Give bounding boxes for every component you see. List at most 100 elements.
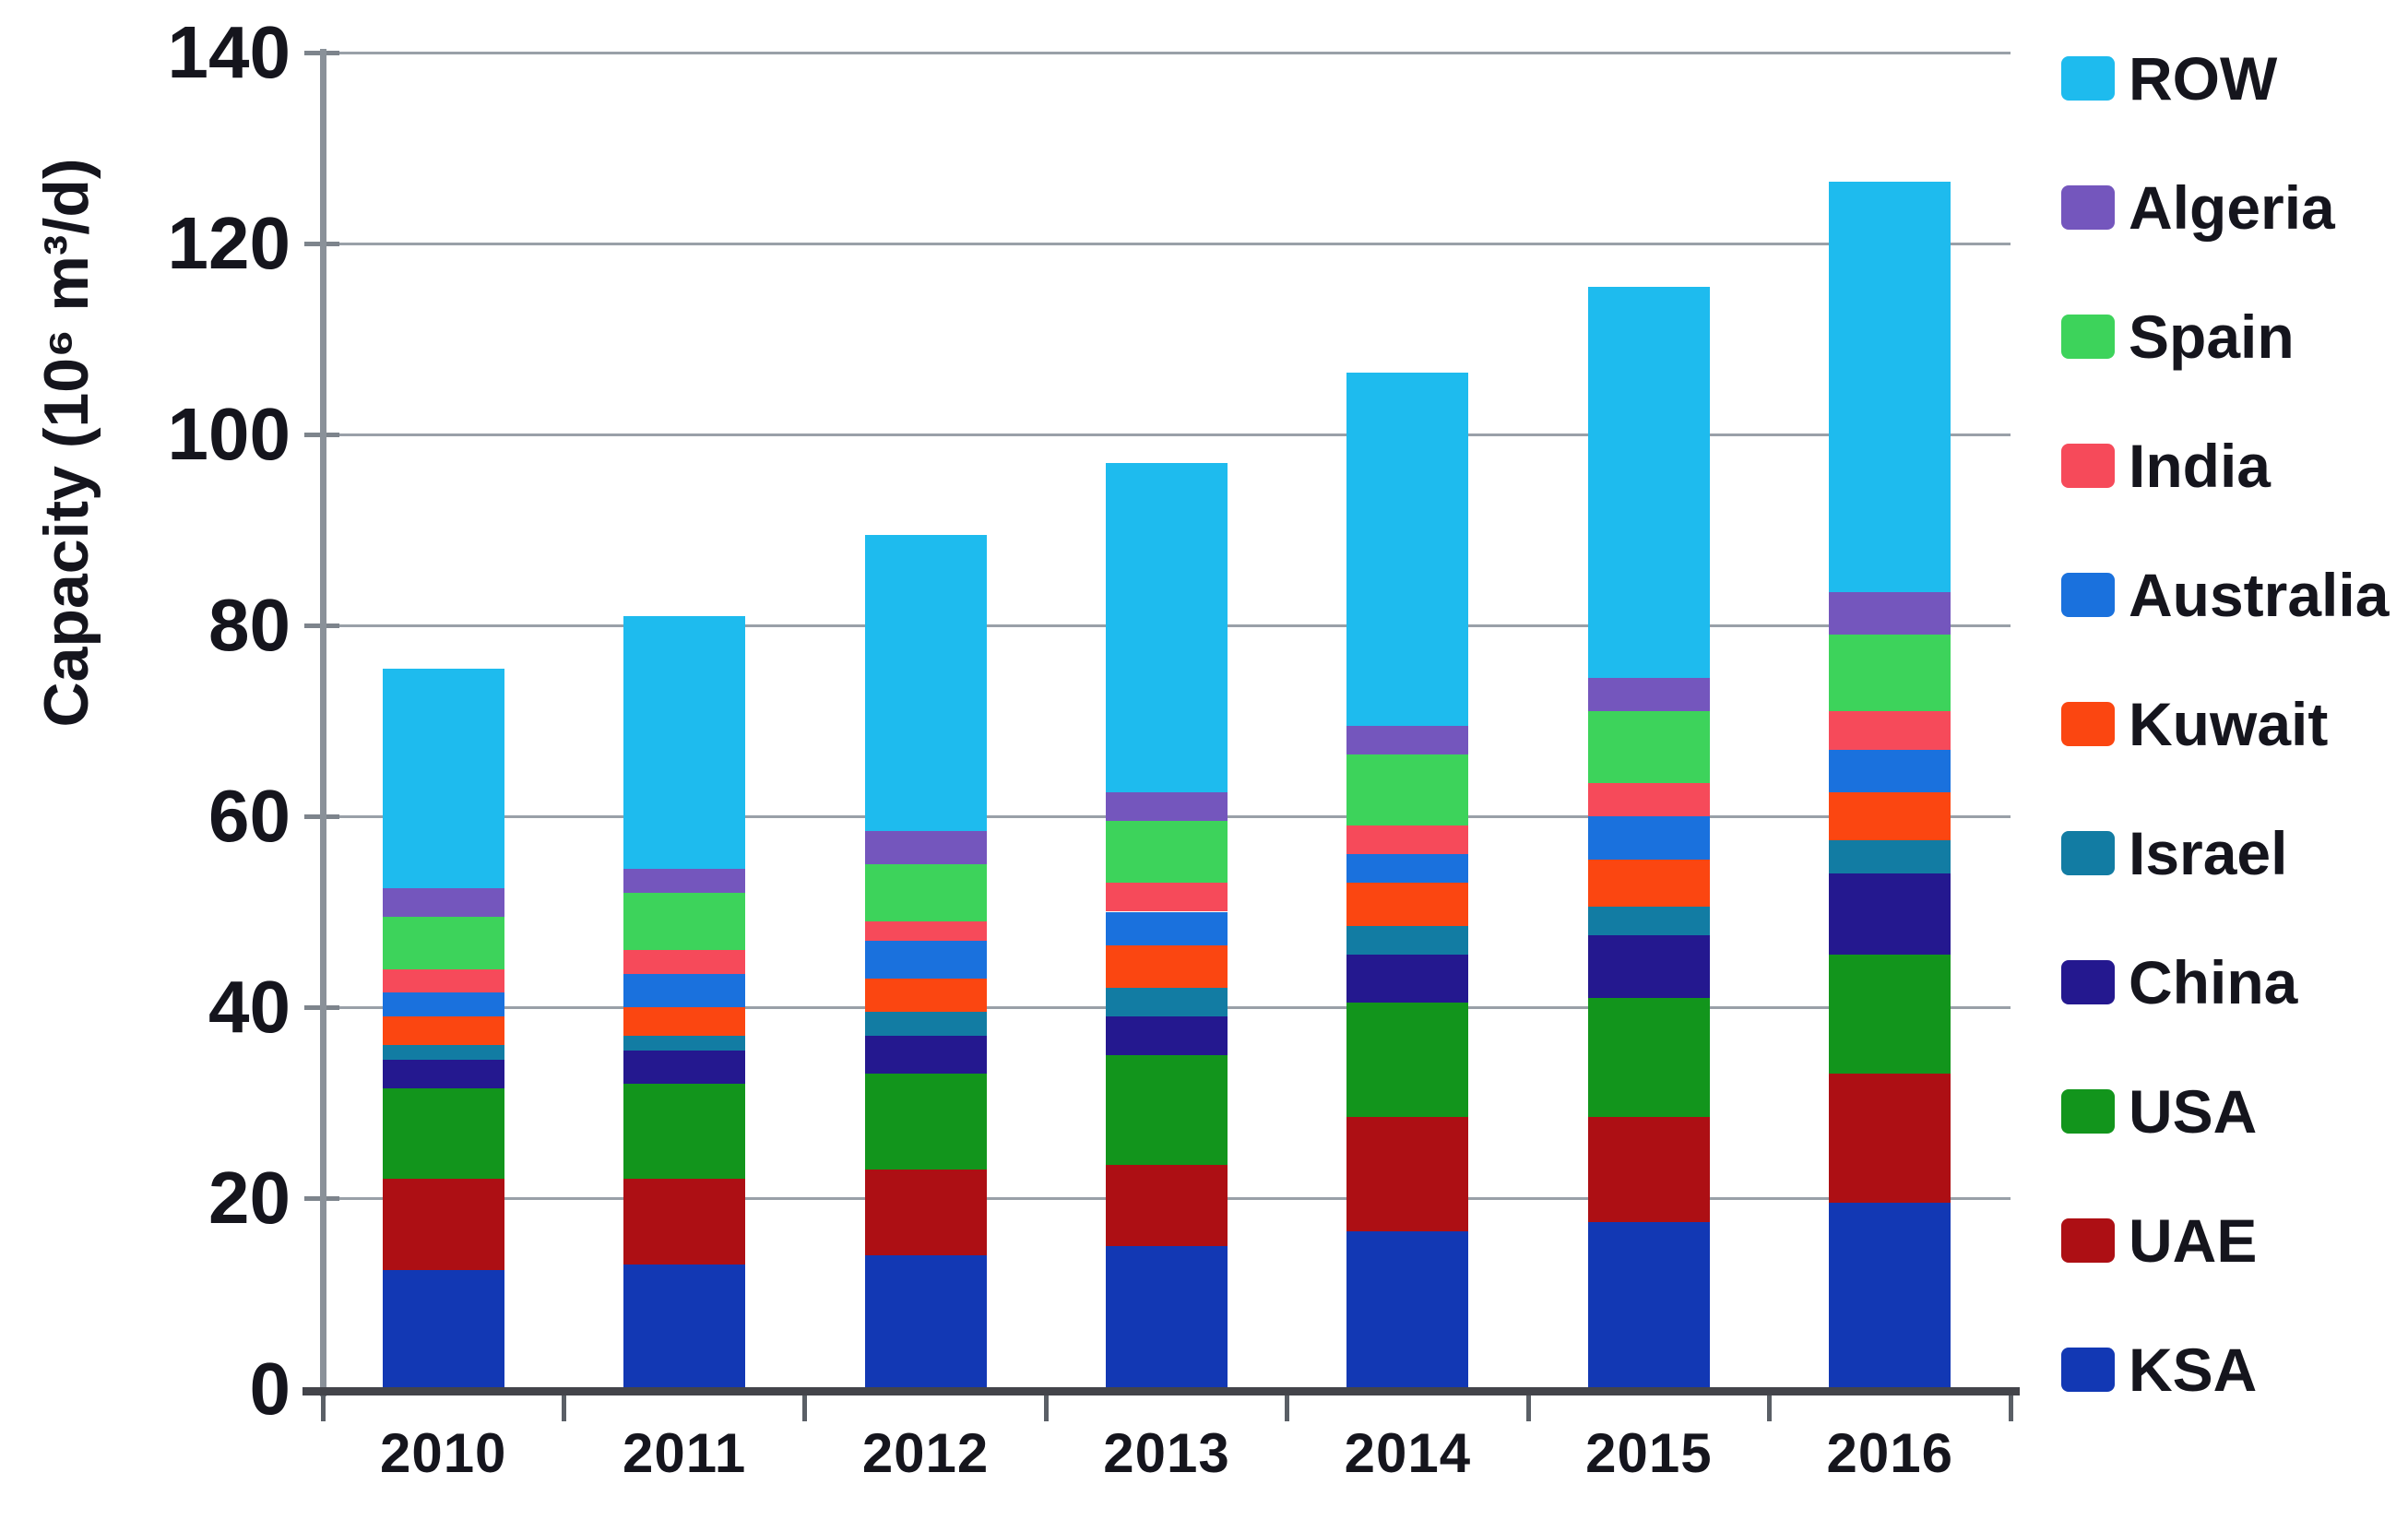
bar-segment-china-2012: [864, 1036, 987, 1075]
legend-swatch-row: [2061, 56, 2115, 101]
bar-segment-row-2016: [1829, 181, 1951, 592]
x-tick-label-2010: 2010: [379, 1422, 507, 1484]
bar-segment-india-2012: [864, 920, 987, 941]
legend-swatch-israel: [2061, 831, 2115, 875]
legend-swatch-algeria: [2061, 185, 2115, 230]
y-tick-label-120: 120: [167, 202, 291, 284]
bar-segment-spain-2012: [864, 863, 987, 921]
x-tick-label-2016: 2016: [1826, 1422, 1954, 1484]
legend-label-kuwait: Kuwait: [2129, 690, 2329, 758]
bar-segment-algeria-2012: [864, 830, 987, 864]
x-tick-label-2012: 2012: [861, 1422, 990, 1484]
x-tick-label-2011: 2011: [623, 1422, 747, 1484]
bar-segment-algeria-2015: [1587, 677, 1710, 712]
legend-label-australia: Australia: [2129, 561, 2390, 629]
legend-label-china: China: [2129, 948, 2298, 1016]
legend-label-row: ROW: [2129, 44, 2278, 113]
bar-segment-ksa-2014: [1346, 1231, 1469, 1389]
bar-segment-china-2013: [1106, 1016, 1228, 1055]
bar-segment-kuwait-2010: [382, 1016, 504, 1046]
legend-label-ksa: KSA: [2129, 1336, 2258, 1404]
bar-segment-israel-2015: [1587, 907, 1710, 936]
legend-swatch-india: [2061, 444, 2115, 488]
bar-segment-uae-2011: [623, 1179, 746, 1265]
y-tick-label-80: 80: [208, 584, 291, 666]
x-tick-2: [802, 1395, 808, 1421]
bar-segment-spain-2010: [382, 916, 504, 969]
bar-segment-algeria-2013: [1106, 792, 1228, 822]
bar-segment-spain-2015: [1587, 711, 1710, 783]
bar-segment-uae-2012: [864, 1169, 987, 1256]
x-tick-label-2015: 2015: [1585, 1422, 1713, 1484]
bar-segment-israel-2014: [1346, 926, 1469, 956]
x-tick-3: [1043, 1395, 1049, 1421]
legend-label-uae: UAE: [2129, 1206, 2258, 1275]
x-tick-5: [1525, 1395, 1531, 1421]
x-tick-0: [320, 1395, 326, 1421]
legend-swatch-kuwait: [2061, 702, 2115, 746]
bar-segment-ksa-2012: [864, 1255, 987, 1389]
bar-segment-india-2013: [1106, 883, 1228, 912]
legend-swatch-spain: [2061, 315, 2115, 359]
bar-segment-usa-2013: [1106, 1054, 1228, 1165]
bar-segment-algeria-2010: [382, 887, 504, 917]
legend-label-spain: Spain: [2129, 303, 2295, 371]
bar-segment-uae-2014: [1346, 1117, 1469, 1232]
bar-segment-spain-2014: [1346, 754, 1469, 826]
x-tick-4: [1285, 1395, 1290, 1421]
y-tick-label-0: 0: [249, 1348, 291, 1430]
bar-segment-row-2010: [382, 668, 504, 888]
bar-segment-ksa-2011: [623, 1265, 746, 1389]
bar-segment-israel-2013: [1106, 988, 1228, 1017]
bar-segment-australia-2014: [1346, 854, 1469, 884]
bar-segment-australia-2016: [1829, 749, 1951, 793]
legend-swatch-china: [2061, 960, 2115, 1004]
legend-swatch-uae: [2061, 1218, 2115, 1263]
legend-swatch-australia: [2061, 573, 2115, 617]
bar-segment-australia-2010: [382, 992, 504, 1017]
bar-segment-israel-2012: [864, 1012, 987, 1037]
bar-segment-kuwait-2014: [1346, 883, 1469, 926]
bar-segment-australia-2015: [1587, 816, 1710, 860]
bar-segment-ksa-2013: [1106, 1245, 1228, 1389]
bar-segment-uae-2016: [1829, 1074, 1951, 1204]
x-tick-label-2013: 2013: [1103, 1422, 1230, 1484]
y-tick-label-140: 140: [167, 11, 291, 93]
bar-segment-china-2016: [1829, 873, 1951, 956]
bar-segment-india-2011: [623, 949, 746, 974]
bar-segment-usa-2015: [1587, 997, 1710, 1118]
bar-segment-spain-2011: [623, 892, 746, 950]
bar-segment-ksa-2016: [1829, 1203, 1951, 1389]
bar-segment-china-2014: [1346, 955, 1469, 1003]
bar-segment-china-2015: [1587, 935, 1710, 998]
bar-segment-row-2014: [1346, 372, 1469, 726]
bar-segment-australia-2011: [623, 973, 746, 1007]
legend-label-usa: USA: [2129, 1077, 2258, 1146]
y-tick-label-60: 60: [208, 775, 291, 857]
bar-segment-usa-2014: [1346, 1002, 1469, 1117]
bar-segment-ksa-2010: [382, 1269, 504, 1389]
bar-segment-row-2012: [864, 534, 987, 831]
bar-segment-row-2011: [623, 615, 746, 869]
bar-segment-row-2015: [1587, 286, 1710, 678]
gridline-140: [323, 51, 2011, 54]
y-tick-label-100: 100: [167, 393, 291, 475]
y-axis-line: [320, 49, 326, 1396]
bar-segment-india-2014: [1346, 825, 1469, 855]
bar-segment-usa-2010: [382, 1087, 504, 1180]
bar-segment-usa-2012: [864, 1074, 987, 1170]
x-tick-7: [2008, 1395, 2013, 1421]
legend-label-israel: Israel: [2129, 819, 2288, 887]
bar-segment-india-2015: [1587, 782, 1710, 816]
bar-segment-kuwait-2016: [1829, 792, 1951, 840]
bar-segment-row-2013: [1106, 463, 1228, 793]
legend-swatch-usa: [2061, 1089, 2115, 1134]
bar-segment-china-2011: [623, 1050, 746, 1084]
bar-segment-israel-2010: [382, 1045, 504, 1060]
bar-segment-israel-2016: [1829, 839, 1951, 874]
bar-segment-kuwait-2012: [864, 978, 987, 1013]
bar-segment-usa-2011: [623, 1083, 746, 1180]
legend-label-algeria: Algeria: [2129, 173, 2335, 242]
